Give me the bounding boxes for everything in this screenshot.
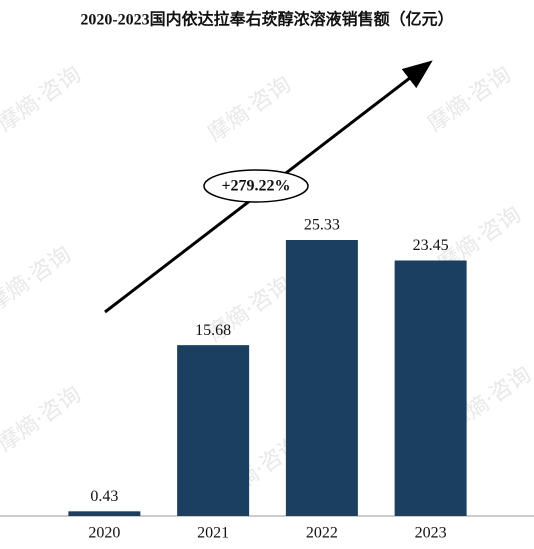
bar: [394, 260, 467, 516]
bar: [177, 345, 250, 516]
data-label: 23.45: [413, 237, 449, 254]
watermark: 摩熵·咨询: [0, 382, 86, 457]
data-label: 0.43: [90, 488, 118, 505]
bar: [285, 240, 358, 516]
annotation: +279.22%: [221, 178, 290, 195]
data-label: 25.33: [304, 217, 340, 234]
bar: [68, 511, 141, 516]
watermark: 摩熵·咨询: [204, 72, 296, 147]
chart-title: 2020-2023国内依达拉奉右莰醇浓溶液销售额（亿元）: [80, 10, 453, 29]
x-tick-label: 2021: [197, 525, 229, 542]
x-tick-label: 2022: [306, 525, 338, 542]
annotation-ellipse: [203, 169, 309, 203]
watermark: 摩熵·咨询: [0, 62, 86, 137]
data-label: 15.68: [195, 322, 231, 339]
x-tick-label: 2020: [88, 525, 120, 542]
x-tick-label: 2023: [415, 525, 447, 542]
watermark: 摩熵·咨询: [0, 242, 76, 317]
watermark: 摩熵·咨询: [424, 62, 516, 137]
